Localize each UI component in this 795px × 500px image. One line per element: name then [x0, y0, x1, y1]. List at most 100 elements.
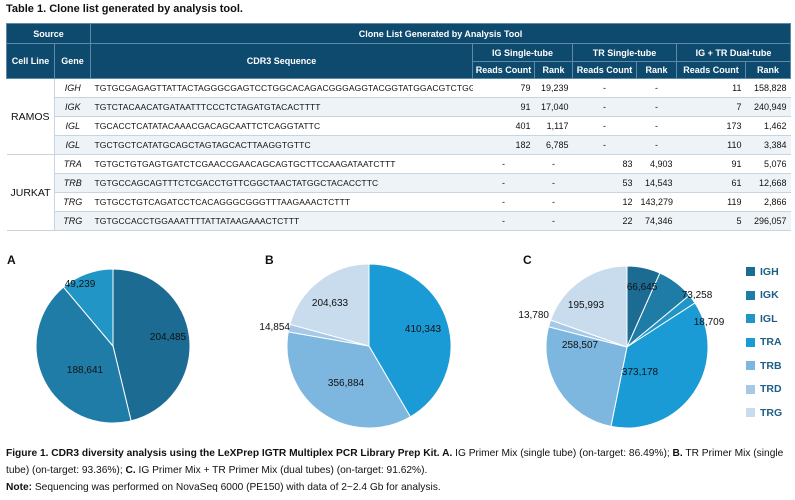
pie-value-label: 73,258: [682, 290, 713, 301]
dual-rank-cell: 296,057: [745, 211, 791, 231]
pie-value-label: 188,641: [67, 365, 104, 376]
header-rank: Rank: [636, 61, 678, 79]
legend-label: IGK: [760, 289, 779, 301]
pie-slice-igl: [62, 268, 114, 348]
tr-reads-cell: -: [572, 97, 637, 117]
panel-label-b: B: [265, 253, 274, 267]
cdr3-cell: TGCACCTCATATACAAACGACAGCAATTCTCAGGTATTC: [90, 116, 473, 136]
dual-rank-cell: 2,866: [745, 192, 791, 212]
panel-label-c: C: [523, 253, 532, 267]
cdr3-cell: TGTGCGAGAGTTATTACTAGGGCGAGTCCTGGCACAGACG…: [90, 78, 473, 98]
ig-rank-cell: 6,785: [534, 135, 573, 155]
header-rank: Rank: [745, 61, 792, 79]
pie-slice-igk: [35, 286, 132, 424]
header-source: Source: [5, 23, 92, 44]
header-rank: Rank: [534, 61, 574, 79]
pie-value-label: 195,993: [568, 300, 605, 311]
dual-reads-cell: 61: [676, 173, 746, 193]
legend-swatch: [746, 408, 755, 417]
legend-swatch: [746, 267, 755, 276]
gene-cell: TRA: [54, 154, 91, 174]
ig-reads-cell: 401: [472, 116, 535, 136]
ig-reads-cell: -: [472, 211, 535, 231]
dual-rank-cell: 12,668: [745, 173, 791, 193]
legend-label: TRB: [760, 359, 782, 372]
legend-item-tra: TRA: [746, 333, 786, 352]
pie-slice-tra: [368, 263, 452, 418]
tr-reads-cell: 83: [572, 154, 637, 174]
ig-reads-cell: 182: [472, 135, 535, 155]
pie-slice-trb: [286, 331, 412, 429]
caption-a-text: IG Primer Mix (single tube) (on-target: …: [452, 448, 673, 459]
cell-line-jurkat: JURKAT: [6, 154, 55, 231]
cdr3-cell: TGTGCCACCTGGAAATTTTATTATAAGAAACTCTTT: [90, 211, 473, 231]
header-gene: Gene: [53, 43, 92, 79]
pie-slice-trg: [549, 265, 628, 348]
tr-rank-cell: -: [636, 97, 677, 117]
caption-c-label: C.: [125, 465, 136, 476]
pie-value-label: 66,645: [627, 282, 658, 293]
legend-item-igk: IGK: [746, 286, 786, 305]
header-reads-count: Reads Count: [676, 61, 747, 79]
tr-rank-cell: 74,346: [636, 211, 677, 231]
dual-rank-cell: 1,462: [745, 116, 791, 136]
table-title: Table 1. Clone list generated by analysi…: [6, 3, 243, 15]
legend-label: TRD: [760, 383, 782, 395]
legend-swatch: [746, 314, 755, 323]
header-cell-line: Cell Line: [6, 43, 55, 79]
tr-rank-cell: 143,279: [636, 192, 677, 212]
legend-label: TRA: [760, 336, 782, 348]
ig-rank-cell: 1,117: [534, 116, 573, 136]
legend-item-trd: TRD: [746, 380, 786, 399]
legend-swatch: [746, 290, 755, 300]
dual-reads-cell: 7: [676, 97, 746, 117]
header-cdr3: CDR3 Sequence: [90, 43, 474, 79]
pie-chart-c: 66,645 73,258 18,709 373,178 258,507 13,780 19…: [518, 265, 725, 429]
ig-rank-cell: 17,040: [534, 97, 573, 117]
ig-rank-cell: -: [534, 173, 573, 193]
header-clone-list: Clone List Generated by Analysis Tool: [90, 23, 792, 44]
legend-label: IGL: [760, 312, 778, 325]
dual-reads-cell: 110: [676, 135, 746, 155]
tr-rank-cell: 4,903: [636, 154, 677, 174]
legend-item-igh: IGH: [746, 262, 786, 281]
dual-reads-cell: 91: [676, 154, 746, 174]
gene-cell: IGL: [54, 135, 91, 155]
cdr3-cell: TGTGCCTGTCAGATCCTCACAGGGCGGGTTTAAGAAACTC…: [90, 192, 473, 212]
gene-cell: IGL: [54, 116, 91, 136]
pie-chart-a: 204,485 188,641 49,239: [35, 268, 191, 424]
caption-b-label: B.: [672, 448, 683, 459]
tr-rank-cell: -: [636, 78, 677, 98]
gene-cell: IGK: [54, 97, 91, 117]
pie-slice-igh: [112, 268, 191, 422]
caption-c-text: IG Primer Mix + TR Primer Mix (dual tube…: [135, 465, 428, 476]
caption-note-text: Sequencing was performed on NovaSeq 6000…: [32, 482, 441, 493]
caption-b-text: TR Primer Mix (single tube) (on-target: …: [6, 448, 784, 476]
cdr3-cell: TGTCTACAACATGATAATTTCCCTCTAGATGTACACTTTT: [90, 97, 473, 117]
cdr3-cell: TGCTGCTCATATGCAGCTAGTAGCACTTAAGGTGTTC: [90, 135, 473, 155]
dual-reads-cell: 173: [676, 116, 746, 136]
header-ig-single: IG Single-tube: [472, 43, 574, 62]
gene-cell: TRB: [54, 173, 91, 193]
tr-rank-cell: -: [636, 116, 677, 136]
legend-label: TRG: [760, 406, 783, 419]
tr-reads-cell: 22: [572, 211, 637, 231]
ig-reads-cell: -: [472, 173, 535, 193]
dual-rank-cell: 5,076: [745, 154, 791, 174]
caption-fig-label: Figure 1. CDR3 diversity analysis using …: [6, 448, 453, 459]
legend-label: IGH: [760, 265, 779, 278]
pie-slice-trg: [289, 263, 370, 347]
ig-rank-cell: -: [534, 154, 573, 174]
gene-cell: IGH: [54, 78, 91, 98]
cdr3-cell: TGTGCCAGCAGTTTCTCGACCTGTTCGGCTAACTATGGCT…: [90, 173, 473, 193]
cdr3-cell: TGTGCTGTGAGTGATCTCGAACCGAACAGCAGTGCTTCCA…: [90, 154, 473, 174]
pie-value-label: 204,633: [312, 298, 349, 309]
ig-rank-cell: -: [534, 192, 573, 212]
header-reads-count: Reads Count: [472, 61, 536, 79]
gene-cell: TRG: [54, 211, 91, 231]
pie-value-label: 18,709: [694, 317, 725, 328]
dual-reads-cell: 119: [676, 192, 746, 212]
legend-swatch: [746, 337, 755, 347]
dual-rank-cell: 158,828: [745, 78, 791, 98]
